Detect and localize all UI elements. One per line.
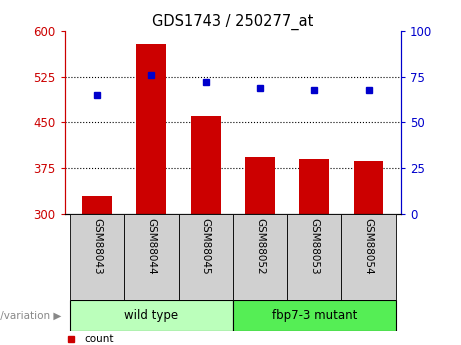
Text: genotype/variation ▶: genotype/variation ▶	[0, 311, 62, 321]
Text: wild type: wild type	[124, 309, 178, 322]
Bar	[178, 214, 233, 300]
Bar	[136, 45, 166, 214]
Text: GSM88054: GSM88054	[364, 218, 373, 275]
Bar	[124, 214, 178, 300]
Text: GSM88053: GSM88053	[309, 218, 319, 275]
Bar	[82, 196, 112, 214]
Bar	[245, 157, 275, 214]
Bar	[70, 300, 233, 331]
Bar	[233, 214, 287, 300]
Text: GSM88045: GSM88045	[201, 218, 211, 275]
Title: GDS1743 / 250277_at: GDS1743 / 250277_at	[152, 13, 313, 30]
Bar	[287, 214, 341, 300]
Text: GSM88044: GSM88044	[147, 218, 156, 275]
Bar	[299, 159, 329, 214]
Text: GSM88052: GSM88052	[255, 218, 265, 275]
Text: fbp7-3 mutant: fbp7-3 mutant	[272, 309, 357, 322]
Bar	[70, 214, 124, 300]
Bar	[191, 116, 221, 214]
Bar	[233, 300, 396, 331]
Bar	[354, 161, 384, 214]
Bar	[341, 214, 396, 300]
Text: count: count	[85, 334, 114, 344]
Text: GSM88043: GSM88043	[92, 218, 102, 275]
